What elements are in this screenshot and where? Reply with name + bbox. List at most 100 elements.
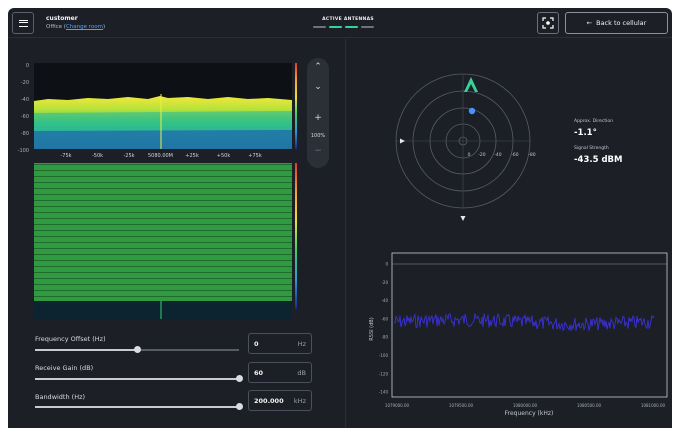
focus-target-button[interactable] xyxy=(537,12,559,34)
spectrum-colorbar xyxy=(295,63,297,149)
rssi-x-label: Frequency (kHz) xyxy=(505,410,554,417)
west-marker-icon xyxy=(400,138,405,144)
receive-gain-label: Receive Gain (dB) xyxy=(35,364,94,372)
arrow-left-icon: ← xyxy=(586,19,593,27)
minus-icon[interactable]: − xyxy=(314,146,322,156)
rssi-x-tick: 1079500.00 xyxy=(449,403,474,408)
rssi-y-axis: 0 -20 -40 -60 -80 -100 -120 -140 xyxy=(379,262,389,395)
slider-thumb[interactable] xyxy=(133,346,141,353)
spectrum-x-tick: -75k xyxy=(60,153,71,159)
input-unit: kHz xyxy=(293,397,306,405)
change-room-link[interactable]: Change room xyxy=(65,24,104,30)
polar-ring-labels: 0 -20 -40 -60 -80 xyxy=(468,152,536,158)
chevron-up-icon[interactable]: ⌃ xyxy=(314,62,322,72)
bandwidth-slider[interactable] xyxy=(35,403,243,410)
rssi-x-tick: 1079000.00 xyxy=(385,403,410,408)
spectrum-x-tick: +25k xyxy=(185,153,199,159)
waterfall-colorbar xyxy=(295,163,297,309)
polar-ring-label: 0 xyxy=(468,152,471,158)
spectrum-y-tick: -40 xyxy=(21,97,29,103)
slider-fill xyxy=(35,349,137,351)
polar-ring-label: -20 xyxy=(478,152,485,158)
direction-panel: 0 -20 -40 -60 -80 0-20-40-60-80-100-120-140 … xyxy=(369,73,668,417)
spectrum-x-tick: +75k xyxy=(248,153,262,159)
focus-target-icon xyxy=(542,17,554,29)
spectrum-y-tick: -20 xyxy=(21,80,29,86)
approx-direction-value: -1.1° xyxy=(574,128,597,138)
antenna-indicator xyxy=(361,26,374,28)
spectrum-y-tick: -60 xyxy=(21,114,29,120)
spectrum-y-axis: 0 -20 -40 -60 -80 -100 xyxy=(18,63,29,154)
frequency-offset-label: Frequency Offset (Hz) xyxy=(35,335,106,343)
signal-direction-point xyxy=(468,107,476,115)
spectrum-y-tick: 0 xyxy=(26,63,29,69)
rssi-trace xyxy=(393,312,655,332)
rssi-y-tick: -100 xyxy=(379,353,389,358)
rssi-y-tick: -60 xyxy=(381,316,388,321)
input-value: 200.000 xyxy=(254,397,284,405)
polar-ring-label: -60 xyxy=(511,152,518,158)
rssi-x-tick: 1080500.00 xyxy=(577,403,602,408)
back-button-label: Back to cellular xyxy=(596,19,647,27)
approx-direction-label: Approx. Direction xyxy=(574,119,614,124)
panel-divider xyxy=(345,39,346,428)
active-antennas-label: ACTIVE ANTENNAS xyxy=(322,17,374,22)
signal-strength-label: Signal Strength xyxy=(574,146,609,151)
location-name: Office xyxy=(46,24,63,30)
bandwidth-input[interactable]: 200.000 kHz xyxy=(248,390,312,411)
plus-icon[interactable]: + xyxy=(314,113,322,123)
waterfall-plot xyxy=(34,163,292,301)
rssi-chart: 0-20-40-60-80-100-120-140 1079000.00 1079… xyxy=(369,252,668,417)
spectrum-y-tick: -100 xyxy=(18,148,29,154)
rssi-y-tick: -40 xyxy=(381,298,388,303)
room-subtitle: Office (Change room) xyxy=(46,24,106,30)
rssi-y-tick: -80 xyxy=(381,335,388,340)
input-unit: dB xyxy=(297,369,306,377)
back-to-cellular-button[interactable]: ← Back to cellular xyxy=(565,12,668,34)
spectrum-noise-band xyxy=(34,130,292,149)
app-window: customer Office (Change room) ACTIVE ANT… xyxy=(8,8,672,428)
spectrum-x-tick: -25k xyxy=(123,153,134,159)
frequency-offset-slider[interactable] xyxy=(35,346,239,353)
rssi-y-label: RSSI (dB) xyxy=(369,317,375,340)
signal-strength-value: -43.5 dBM xyxy=(574,155,623,165)
zoom-level: 100% xyxy=(310,133,326,139)
rssi-y-tick: -20 xyxy=(381,280,388,285)
zoom-controls: ⌃ ⌄ + 100% − xyxy=(307,58,329,168)
page-title: customer xyxy=(46,15,78,22)
spectrum-x-tick: 5080.00M xyxy=(148,153,173,159)
south-marker-icon xyxy=(460,216,466,221)
antenna-direction-icon xyxy=(464,77,478,92)
waterfall-recent-rows xyxy=(34,301,292,319)
polar-plot: 0 -20 -40 -60 -80 xyxy=(395,73,536,221)
top-bar: customer Office (Change room) ACTIVE ANT… xyxy=(8,8,672,38)
antenna-indicator xyxy=(313,26,326,28)
input-unit: Hz xyxy=(297,340,306,348)
slider-thumb[interactable] xyxy=(235,403,243,410)
spectrum-x-axis: -75k -50k -25k 5080.00M +25k +50k +75k xyxy=(60,153,261,159)
antenna-indicator xyxy=(329,26,342,28)
bandwidth-label: Bandwidth (Hz) xyxy=(35,393,86,401)
input-value: 0 xyxy=(254,340,259,348)
spectrum-panel: 0 -20 -40 -60 -80 -100 -75k -50k -25k 5080.00M +2… xyxy=(18,63,297,319)
rssi-x-tick: 1081000.00 xyxy=(641,403,666,408)
spectrum-x-tick: +50k xyxy=(217,153,231,159)
rssi-y-tick: -120 xyxy=(379,371,389,376)
rssi-y-tick: 0 xyxy=(385,262,388,267)
receive-gain-slider[interactable] xyxy=(35,375,243,382)
slider-thumb[interactable] xyxy=(235,375,243,382)
rssi-x-tick: 1080000.00 xyxy=(513,403,538,408)
hamburger-menu-icon[interactable] xyxy=(12,12,34,34)
slider-fill xyxy=(35,406,239,408)
antenna-indicator xyxy=(345,26,358,28)
receive-gain-input[interactable]: 60 dB xyxy=(248,362,312,383)
chevron-down-icon[interactable]: ⌄ xyxy=(314,82,322,92)
rssi-x-axis: 1079000.00 1079500.00 1080000.00 1080500.00… xyxy=(385,403,666,408)
spectrum-x-tick: -50k xyxy=(92,153,103,159)
polar-ring-label: -80 xyxy=(528,152,535,158)
slider-fill xyxy=(35,378,239,380)
input-value: 60 xyxy=(254,369,264,377)
frequency-offset-input[interactable]: 0 Hz xyxy=(248,333,312,354)
polar-ring-label: -40 xyxy=(494,152,501,158)
spectrum-y-tick: -80 xyxy=(21,131,29,137)
